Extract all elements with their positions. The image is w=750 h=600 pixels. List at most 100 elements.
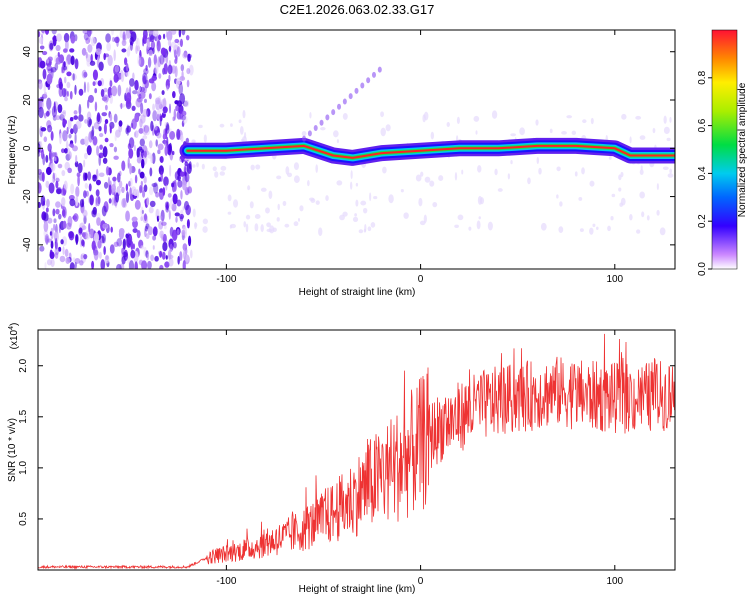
noise-speckle (38, 168, 42, 176)
noise-speckle (58, 246, 62, 252)
noise-speckle (115, 263, 122, 269)
noise-speckle (165, 184, 168, 191)
snr-x-label: Height of straight line (km) (299, 584, 416, 595)
noise-speckle (77, 174, 80, 187)
noise-speckle (120, 102, 123, 110)
snr-series-line (38, 333, 675, 570)
noise-speckle (152, 235, 157, 241)
noise-speckle (38, 106, 44, 119)
noise-speckle (260, 224, 264, 233)
noise-speckle (140, 206, 144, 218)
noise-speckle (181, 110, 187, 117)
noise-speckle (172, 90, 176, 99)
noise-speckle (102, 157, 108, 164)
noise-speckle (82, 30, 89, 35)
noise-speckle (70, 128, 74, 135)
noise-speckle (104, 137, 109, 143)
noise-speckle (566, 115, 573, 119)
noise-speckle (362, 207, 368, 214)
noise-speckle (70, 35, 76, 44)
noise-speckle (101, 96, 108, 102)
noise-speckle (220, 165, 227, 171)
noise-speckle (57, 103, 63, 114)
noise-speckle (168, 45, 172, 52)
noise-speckle (46, 97, 52, 110)
noise-speckle (438, 175, 444, 182)
noise-speckle (639, 135, 646, 140)
noise-speckle (142, 109, 148, 118)
x-tick-label: -100 (216, 274, 236, 285)
noise-speckle (621, 113, 627, 120)
noise-speckle (171, 150, 175, 156)
noise-speckle (243, 221, 247, 228)
noise-speckle (192, 208, 196, 218)
track-streak-blob (313, 125, 318, 132)
noise-speckle (160, 170, 163, 183)
noise-speckle (132, 90, 138, 95)
noise-speckle (114, 36, 120, 44)
noise-speckle (242, 110, 246, 119)
noise-speckle (159, 250, 163, 258)
noise-speckle (297, 218, 301, 222)
noise-speckle (81, 69, 87, 79)
noise-speckle (121, 186, 125, 194)
noise-speckle (49, 251, 55, 260)
noise-speckle (152, 103, 155, 112)
noise-speckle (118, 120, 123, 127)
noise-speckle (582, 119, 587, 124)
noise-speckle (49, 231, 53, 236)
noise-speckle (352, 216, 359, 223)
noise-speckle (134, 261, 138, 269)
noise-speckle (175, 105, 180, 112)
noise-speckle (126, 47, 131, 57)
noise-speckle (88, 94, 94, 103)
noise-speckle (140, 90, 146, 99)
noise-speckle (131, 105, 136, 112)
track-streak-blob (366, 77, 371, 84)
noise-speckle (95, 197, 98, 208)
noise-speckle (66, 147, 71, 156)
noise-speckle (132, 243, 135, 250)
noise-speckle (61, 196, 66, 207)
noise-speckle (47, 68, 53, 74)
noise-speckle (608, 156, 612, 160)
noise-speckle (134, 113, 140, 123)
noise-speckle (142, 135, 148, 140)
noise-speckle (143, 213, 148, 222)
noise-speckle (150, 254, 154, 262)
noise-speckle (301, 131, 307, 137)
noise-speckle (212, 166, 217, 172)
noise-speckle (227, 211, 232, 215)
noise-speckle (429, 180, 435, 187)
noise-speckle (75, 154, 78, 164)
noise-speckle (38, 30, 41, 38)
noise-speckle (86, 58, 91, 67)
noise-speckle (618, 187, 622, 192)
noise-speckle (308, 197, 315, 201)
noise-speckle (164, 261, 170, 268)
y-tick-label: 1.5 (18, 409, 29, 423)
noise-speckle (107, 176, 111, 188)
noise-speckle (152, 47, 155, 55)
colorbar-tick-label: 0.2 (697, 214, 708, 228)
noise-speckle (182, 115, 188, 124)
noise-speckle (336, 180, 343, 186)
noise-speckle (245, 223, 249, 233)
noise-speckle (596, 226, 599, 230)
noise-speckle (477, 195, 483, 205)
noise-speckle (127, 45, 134, 51)
noise-speckle (202, 218, 208, 225)
noise-speckle (113, 155, 119, 160)
noise-speckle (369, 192, 372, 202)
noise-speckle (178, 83, 184, 96)
noise-speckle (70, 55, 75, 66)
noise-speckle (187, 235, 192, 247)
noise-speckle (56, 33, 62, 42)
noise-speckle (83, 71, 88, 78)
noise-speckle (174, 65, 178, 78)
noise-speckle (82, 209, 88, 218)
noise-speckle (287, 172, 293, 178)
noise-speckle (101, 205, 107, 217)
noise-speckle (125, 233, 129, 239)
y-tick-label: 0 (22, 145, 33, 151)
